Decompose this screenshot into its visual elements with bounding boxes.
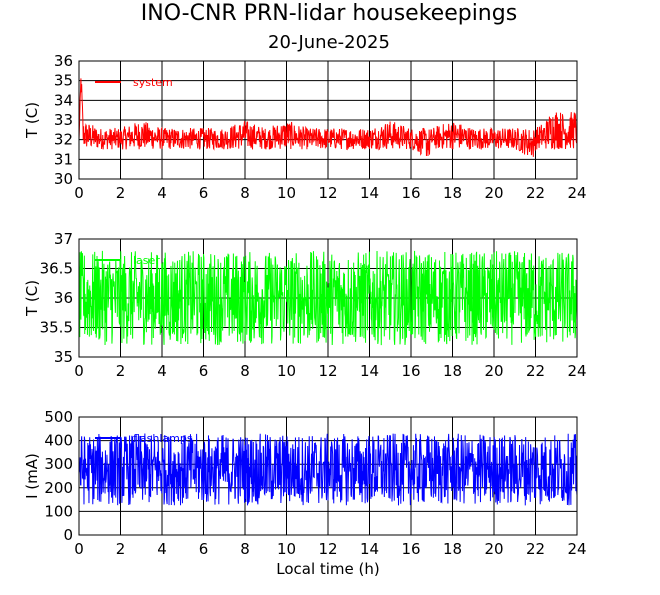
x-tick-label: 20 (484, 540, 503, 558)
x-tick-label: 22 (526, 362, 545, 380)
x-tick-label: 10 (277, 540, 296, 558)
x-tick-label: 8 (240, 540, 250, 558)
x-tick-label: 18 (443, 184, 462, 202)
series-line-1 (78, 433, 578, 506)
x-tick-label: 22 (526, 184, 545, 202)
y-tick-label: 33 (54, 111, 73, 129)
x-tick-label: 0 (74, 362, 84, 380)
x-tick-label: 16 (401, 184, 420, 202)
y-tick-label: 31 (54, 150, 73, 168)
x-tick-label: 18 (443, 362, 462, 380)
x-tick-label: 22 (526, 540, 545, 558)
x-tick-label: 6 (199, 540, 209, 558)
x-tick-label: 12 (318, 362, 337, 380)
y-tick-label: 100 (44, 502, 73, 520)
y-tick-label: 300 (44, 455, 73, 473)
x-tick-label: 20 (484, 184, 503, 202)
x-tick-label: 24 (567, 540, 586, 558)
legend-label: laser (133, 254, 160, 267)
legend-label: system (133, 76, 173, 89)
x-tick-label: 12 (318, 184, 337, 202)
plot-frame (78, 416, 578, 536)
y-tick-label: 500 (44, 408, 73, 426)
figure-title: INO-CNR PRN-lidar housekeepings (141, 1, 517, 26)
x-tick-label: 0 (74, 184, 84, 202)
x-tick-label: 16 (401, 540, 420, 558)
series-line-1 (78, 78, 578, 157)
x-tick-label: 4 (157, 184, 167, 202)
plot-frame (78, 60, 578, 180)
y-tick-label: 36 (54, 52, 73, 70)
x-tick-label: 8 (240, 184, 250, 202)
x-tick-label: 24 (567, 362, 586, 380)
y-axis-label: T (C) (23, 280, 41, 317)
x-tick-label: 14 (360, 184, 379, 202)
x-tick-label: 10 (277, 362, 296, 380)
y-tick-label: 35 (54, 348, 73, 366)
series-line-1 (78, 250, 578, 346)
x-tick-label: 16 (401, 362, 420, 380)
y-tick-label: 30 (54, 170, 73, 188)
x-tick-label: 14 (360, 540, 379, 558)
x-tick-label: 2 (116, 540, 126, 558)
x-tick-label: 2 (116, 184, 126, 202)
y-tick-label: 36 (54, 289, 73, 307)
y-tick-label: 36.5 (40, 260, 73, 278)
x-tick-label: 20 (484, 362, 503, 380)
y-tick-label: 400 (44, 432, 73, 450)
x-tick-label: 8 (240, 362, 250, 380)
figure-subtitle: 20-June-2025 (268, 32, 390, 53)
x-tick-label: 14 (360, 362, 379, 380)
x-tick-label: 4 (157, 362, 167, 380)
y-tick-label: 32 (54, 131, 73, 149)
x-tick-label: 12 (318, 540, 337, 558)
x-tick-label: 2 (116, 362, 126, 380)
y-tick-label: 35.5 (40, 319, 73, 337)
y-axis-label: T (C) (23, 102, 41, 139)
x-tick-label: 0 (74, 540, 84, 558)
x-tick-label: 10 (277, 184, 296, 202)
y-tick-label: 35 (54, 72, 73, 90)
x-tick-label: 6 (199, 362, 209, 380)
y-axis-label: I (mA) (23, 453, 41, 499)
y-tick-label: 200 (44, 479, 73, 497)
x-axis-label: Local time (h) (276, 560, 380, 578)
y-tick-label: 0 (63, 526, 73, 544)
plot-frame (78, 238, 578, 358)
x-tick-label: 6 (199, 184, 209, 202)
x-tick-label: 18 (443, 540, 462, 558)
legend-label: flashlamps (133, 432, 193, 445)
y-tick-label: 34 (54, 91, 73, 109)
y-tick-label: 37 (54, 230, 73, 248)
x-tick-label: 4 (157, 540, 167, 558)
x-tick-label: 24 (567, 184, 586, 202)
